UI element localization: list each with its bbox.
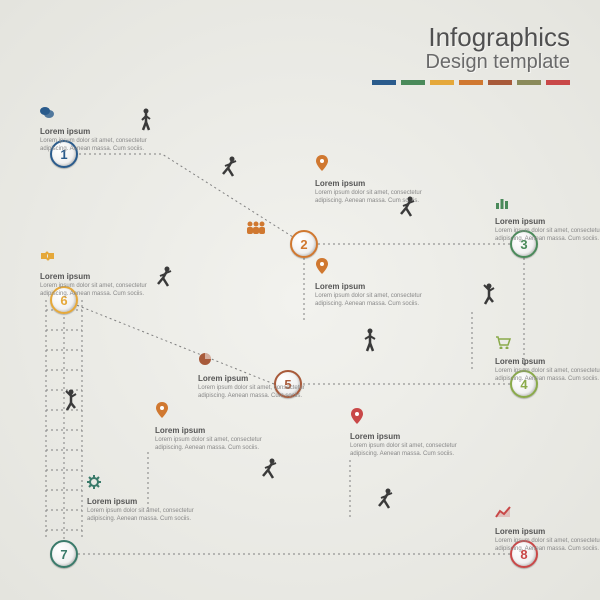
- info-block: Lorem ipsum Lorem ipsum dolor sit amet, c…: [87, 475, 197, 524]
- chat-icon: [40, 105, 150, 124]
- person-run-icon: [155, 266, 175, 293]
- palette-swatch: [372, 80, 396, 85]
- info-body: Lorem ipsum dolor sit amet, consectetur …: [40, 138, 150, 154]
- info-title: Lorem ipsum: [495, 357, 600, 366]
- cart-icon: [495, 335, 600, 354]
- pin-icon: [155, 402, 265, 423]
- person-run-icon: [398, 196, 418, 223]
- info-block: Lorem ipsum Lorem ipsum dolor sit amet, c…: [40, 250, 150, 299]
- person-run-icon: [220, 156, 240, 183]
- info-body: Lorem ipsum dolor sit amet, consectetur …: [315, 293, 425, 309]
- step-node-7: 7: [50, 540, 78, 568]
- pin-icon: [315, 155, 425, 176]
- info-title: Lorem ipsum: [315, 179, 425, 188]
- info-body: Lorem ipsum dolor sit amet, consectetur …: [495, 368, 600, 384]
- palette-swatch: [459, 80, 483, 85]
- info-block: Lorem ipsum Lorem ipsum dolor sit amet, c…: [198, 352, 308, 401]
- info-block: Lorem ipsum Lorem ipsum dolor sit amet, c…: [495, 335, 600, 384]
- info-title: Lorem ipsum: [40, 272, 150, 281]
- group-icon: [246, 220, 266, 237]
- palette-swatch: [430, 80, 454, 85]
- info-body: Lorem ipsum dolor sit amet, consectetur …: [495, 228, 600, 244]
- person-climb-icon: [480, 282, 498, 311]
- info-body: Lorem ipsum dolor sit amet, consectetur …: [350, 443, 460, 459]
- title-line2: Design template: [372, 51, 570, 74]
- pie-icon: [198, 352, 308, 371]
- info-title: Lorem ipsum: [155, 426, 265, 435]
- info-body: Lorem ipsum dolor sit amet, consectetur …: [87, 508, 197, 524]
- pin-icon: [350, 408, 460, 429]
- person-walk-icon: [138, 108, 154, 137]
- chart-icon: [495, 505, 600, 524]
- info-title: Lorem ipsum: [350, 432, 460, 441]
- gear-icon: [87, 475, 197, 494]
- info-block: Lorem ipsum Lorem ipsum dolor sit amet, c…: [350, 408, 460, 459]
- person-run-icon: [376, 488, 396, 515]
- bars-icon: [495, 195, 600, 214]
- palette-swatch: [517, 80, 541, 85]
- color-bar: [372, 80, 570, 85]
- step-node-2: 2: [290, 230, 318, 258]
- info-title: Lorem ipsum: [495, 217, 600, 226]
- palette-swatch: [401, 80, 425, 85]
- puzzle-icon: [40, 250, 150, 269]
- palette-swatch: [488, 80, 512, 85]
- info-body: Lorem ipsum dolor sit amet, consectetur …: [198, 385, 308, 401]
- info-title: Lorem ipsum: [198, 374, 308, 383]
- title-line1: Infographics: [372, 22, 570, 53]
- info-title: Lorem ipsum: [87, 497, 197, 506]
- info-title: Lorem ipsum: [315, 282, 425, 291]
- person-stand-icon: [362, 328, 378, 357]
- palette-swatch: [546, 80, 570, 85]
- info-block: Lorem ipsum Lorem ipsum dolor sit amet, c…: [495, 505, 600, 554]
- info-block: Lorem ipsum Lorem ipsum dolor sit amet, c…: [495, 195, 600, 244]
- pin-icon: [315, 258, 425, 279]
- person-run-icon: [260, 458, 280, 485]
- info-title: Lorem ipsum: [40, 127, 150, 136]
- info-body: Lorem ipsum dolor sit amet, consectetur …: [40, 283, 150, 299]
- person-climb-icon: [62, 388, 80, 417]
- title-block: Infographics Design template: [372, 22, 570, 85]
- info-block: Lorem ipsum Lorem ipsum dolor sit amet, c…: [155, 402, 265, 453]
- info-block: Lorem ipsum Lorem ipsum dolor sit amet, c…: [315, 258, 425, 309]
- info-body: Lorem ipsum dolor sit amet, consectetur …: [495, 538, 600, 554]
- info-block: Lorem ipsum Lorem ipsum dolor sit amet, c…: [40, 105, 150, 154]
- info-body: Lorem ipsum dolor sit amet, consectetur …: [155, 437, 265, 453]
- info-title: Lorem ipsum: [495, 527, 600, 536]
